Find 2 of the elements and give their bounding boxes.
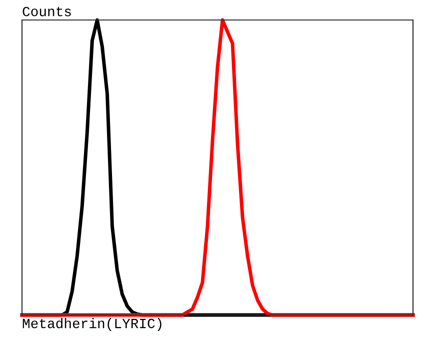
y-axis-title: Counts: [22, 6, 71, 16]
x-axis-title: Metadherin(LYRIC): [22, 318, 162, 331]
